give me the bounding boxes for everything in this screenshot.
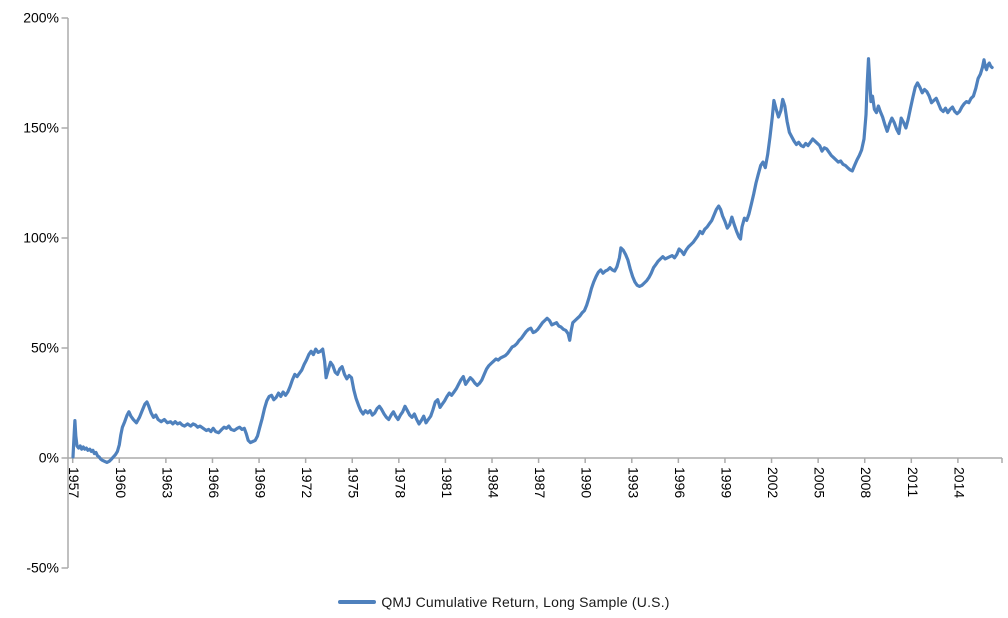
x-tick-label: 1969 [253, 467, 269, 498]
y-tick-label: 150% [23, 120, 59, 136]
y-tick-label: 50% [31, 340, 59, 356]
x-tick-label: 2014 [951, 467, 967, 498]
x-tick-label: 1993 [625, 467, 641, 498]
x-tick-label: 2005 [812, 467, 828, 498]
x-tick-label: 1996 [672, 467, 688, 498]
x-tick-label: 1990 [579, 467, 595, 498]
y-tick-label: 0% [39, 450, 59, 466]
x-tick-label: 1957 [66, 467, 82, 498]
x-tick-label: 1981 [439, 467, 455, 498]
x-tick-label: 1987 [532, 467, 548, 498]
x-tick-label: 2008 [858, 467, 874, 498]
x-tick-label: 1999 [718, 467, 734, 498]
y-tick-label: 200% [23, 10, 59, 26]
x-tick-label: 1966 [206, 467, 222, 498]
y-tick-label: -50% [26, 560, 59, 576]
x-tick-label: 2002 [765, 467, 781, 498]
x-tick-label: 1978 [392, 467, 408, 498]
x-tick-label: 1963 [159, 467, 175, 498]
series-line [71, 57, 994, 464]
x-tick-label: 2011 [905, 467, 921, 497]
y-tick-label: 100% [23, 230, 59, 246]
x-tick-label: 1984 [486, 467, 502, 498]
x-tick-label: 1972 [299, 467, 315, 498]
legend-series-label: QMJ Cumulative Return, Long Sample (U.S.… [381, 594, 670, 610]
x-tick-label: 1960 [113, 467, 129, 498]
legend: QMJ Cumulative Return, Long Sample (U.S.… [0, 594, 1008, 610]
x-tick-label: 1975 [346, 467, 362, 498]
legend-line-swatch [338, 600, 377, 604]
